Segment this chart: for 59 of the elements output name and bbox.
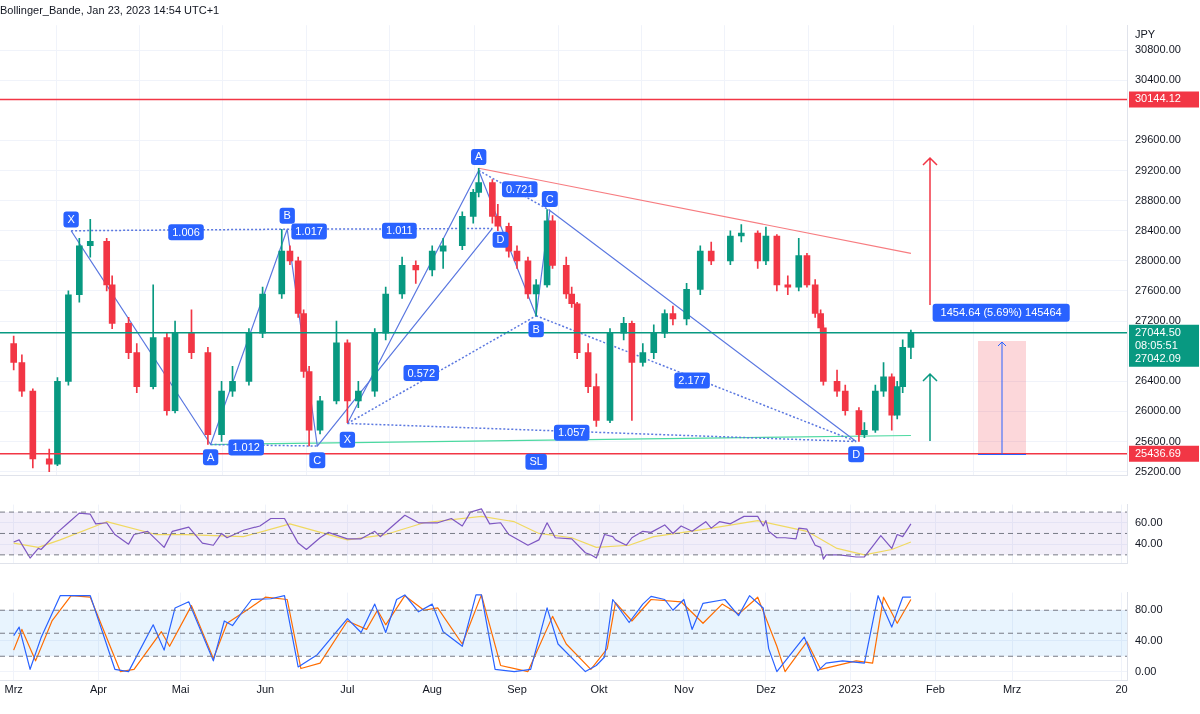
x-tick-label: 20 — [1115, 683, 1128, 696]
x-tick-label: Feb — [926, 683, 945, 696]
y-tick-label: 29200.00 — [1135, 163, 1181, 176]
annotation: C — [545, 192, 554, 205]
y-tick-label: 25600.00 — [1135, 434, 1181, 447]
annotation: 1.012 — [232, 441, 260, 454]
annotation: D — [496, 233, 505, 246]
y-tick-label: 28400.00 — [1135, 223, 1181, 236]
y-axis-title: JPY — [1135, 28, 1156, 41]
y-tick-label: 27600.00 — [1135, 283, 1181, 296]
annotation: 1.006 — [172, 225, 200, 238]
x-tick-label: Jul — [340, 683, 355, 696]
annotation: 1.057 — [557, 426, 586, 439]
annotation: B — [283, 209, 291, 222]
y-tick-label: 80.00 — [1135, 603, 1163, 616]
x-tick-label: Okt — [590, 683, 608, 696]
x-tick-label: Jun — [256, 683, 275, 696]
x-tick-label: Aug — [422, 683, 442, 696]
y-tick-label: 28000.00 — [1135, 253, 1181, 266]
y-tick-label: 0.00 — [1135, 664, 1157, 677]
x-tick-label: Nov — [674, 683, 695, 696]
y-tick-label: 27200.00 — [1135, 314, 1181, 327]
chart-title: Bollinger_Bande, Jan 23, 2023 14:54 UTC+1 — [0, 3, 220, 16]
annotation: 2.177 — [678, 374, 706, 387]
y-tick-label: 60.00 — [1135, 515, 1163, 528]
annotation: 0.721 — [505, 182, 534, 195]
text: 27042.09 — [1135, 351, 1181, 364]
annotation: A — [475, 150, 484, 163]
x-tick-label: Sep — [507, 683, 527, 696]
y-tick-label: 28800.00 — [1135, 193, 1181, 206]
x-tick-label: Mai — [171, 683, 190, 696]
ref-line-label: 25436.69 — [1135, 446, 1181, 459]
annotation: D — [852, 447, 861, 460]
x-tick-label: Apr — [89, 683, 108, 696]
annotation: 1.017 — [295, 225, 323, 238]
y-tick-label: 26400.00 — [1135, 374, 1181, 387]
x-tick-label: Dez — [756, 683, 776, 696]
annotation: C — [313, 453, 322, 466]
x-tick-label: Mrz — [4, 683, 23, 696]
y-tick-label: 40.00 — [1135, 633, 1163, 646]
y-tick-label: 30400.00 — [1135, 73, 1181, 86]
annotation: B — [532, 322, 540, 335]
y-tick-label: 29600.00 — [1135, 133, 1181, 146]
annotation: A — [206, 450, 215, 463]
text: 08:05:51 — [1135, 338, 1178, 351]
y-tick-label: 40.00 — [1135, 537, 1163, 550]
annotation: 0.572 — [407, 366, 436, 379]
x-tick-label: 2023 — [838, 683, 863, 696]
annotation: SL — [529, 455, 543, 468]
annotation: 1454.64 (5.69%) 145464 — [940, 306, 1062, 319]
annotation: X — [343, 433, 352, 446]
ref-line-label: 30144.12 — [1135, 92, 1181, 105]
annotation: X — [67, 212, 76, 225]
y-tick-label: 30800.00 — [1135, 43, 1181, 56]
y-tick-label: 26000.00 — [1135, 404, 1181, 417]
annotation: 1.011 — [386, 224, 413, 237]
ref-line-label: 27044.50 — [1135, 325, 1181, 338]
y-tick-label: 25200.00 — [1135, 464, 1181, 477]
x-tick-label: Mrz — [1002, 683, 1022, 696]
